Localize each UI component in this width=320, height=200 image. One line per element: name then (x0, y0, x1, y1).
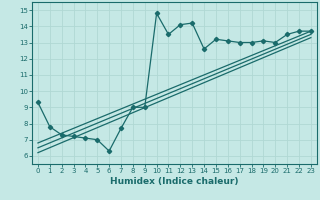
X-axis label: Humidex (Indice chaleur): Humidex (Indice chaleur) (110, 177, 239, 186)
